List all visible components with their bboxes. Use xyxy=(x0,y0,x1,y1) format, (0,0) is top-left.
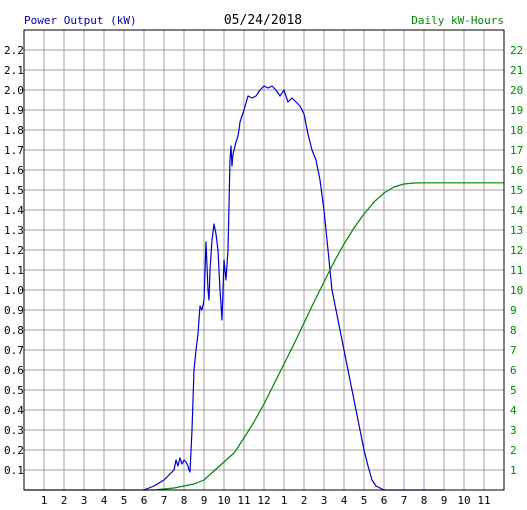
x-tick-label: 8 xyxy=(421,494,428,507)
left-tick-label: 1.0 xyxy=(4,284,24,297)
right-tick-label: 22 xyxy=(510,44,523,57)
left-tick-label: 0.6 xyxy=(4,364,24,377)
right-tick-label: 14 xyxy=(510,204,524,217)
right-tick-label: 1 xyxy=(510,464,517,477)
right-tick-label: 6 xyxy=(510,364,517,377)
right-tick-label: 15 xyxy=(510,184,523,197)
series-lines xyxy=(24,85,504,491)
x-tick-label: 6 xyxy=(381,494,388,507)
x-tick-label: 10 xyxy=(217,494,230,507)
right-tick-label: 9 xyxy=(510,304,517,317)
right-tick-label: 7 xyxy=(510,344,517,357)
right-tick-label: 5 xyxy=(510,384,517,397)
left-tick-label: 1.1 xyxy=(4,264,24,277)
left-tick-label: 1.5 xyxy=(4,184,24,197)
right-tick-label: 13 xyxy=(510,224,523,237)
right-tick-label: 17 xyxy=(510,144,523,157)
x-tick-label: 2 xyxy=(301,494,308,507)
x-tick-label: 1 xyxy=(41,494,48,507)
x-tick-label: 7 xyxy=(161,494,168,507)
left-tick-label: 0.2 xyxy=(4,444,24,457)
right-tick-label: 12 xyxy=(510,244,523,257)
left-tick-label: 2.0 xyxy=(4,84,24,97)
left-tick-label: 2.1 xyxy=(4,64,24,77)
left-tick-label: 0.4 xyxy=(4,404,24,417)
right-tick-label: 3 xyxy=(510,424,517,437)
x-tick-label: 3 xyxy=(81,494,88,507)
x-tick-label: 2 xyxy=(61,494,68,507)
x-axis-ticks: 1 2 3 4 5 6 7 8 9 10 11 12 1 2 3 4 5 6 7 8 9 10 11 xyxy=(41,494,491,507)
left-tick-label: 0.9 xyxy=(4,304,24,317)
x-tick-label: 4 xyxy=(341,494,348,507)
chart-title: 05/24/2018 xyxy=(224,13,302,28)
plot-frame xyxy=(23,29,505,491)
right-tick-label: 18 xyxy=(510,124,523,137)
left-tick-label: 0.3 xyxy=(4,424,24,437)
x-tick-label: 6 xyxy=(141,494,148,507)
left-tick-label: 1.9 xyxy=(4,104,24,117)
x-tick-label: 5 xyxy=(361,494,368,507)
x-tick-label: 7 xyxy=(401,494,408,507)
left-axis-label: Power Output (kW) xyxy=(24,14,137,27)
energy-line xyxy=(24,182,504,491)
right-axis-label: Daily kW-Hours xyxy=(411,14,504,27)
right-tick-label: 19 xyxy=(510,104,523,117)
left-tick-label: 1.3 xyxy=(4,224,24,237)
left-tick-label: 2.2 xyxy=(4,44,24,57)
x-tick-label: 1 xyxy=(281,494,288,507)
x-tick-label: 8 xyxy=(181,494,188,507)
x-tick-label: 11 xyxy=(477,494,490,507)
left-tick-label: 0.8 xyxy=(4,324,24,337)
left-tick-label: 1.4 xyxy=(4,204,24,217)
right-tick-label: 10 xyxy=(510,284,523,297)
right-tick-label: 16 xyxy=(510,164,523,177)
x-tick-label: 12 xyxy=(257,494,270,507)
x-tick-label: 3 xyxy=(321,494,328,507)
x-tick-label: 11 xyxy=(237,494,250,507)
left-tick-label: 0.1 xyxy=(4,464,24,477)
x-tick-label: 5 xyxy=(121,494,128,507)
right-tick-label: 11 xyxy=(510,264,523,277)
right-tick-label: 20 xyxy=(510,84,523,97)
x-tick-label: 9 xyxy=(441,494,448,507)
left-tick-label: 0.7 xyxy=(4,344,24,357)
left-tick-label: 1.6 xyxy=(4,164,24,177)
right-tick-label: 4 xyxy=(510,404,517,417)
left-tick-label: 0.5 xyxy=(4,384,24,397)
left-tick-label: 1.2 xyxy=(4,244,24,257)
x-tick-label: 4 xyxy=(101,494,108,507)
right-tick-label: 8 xyxy=(510,324,517,337)
right-tick-label: 21 xyxy=(510,64,523,77)
x-tick-label: 9 xyxy=(201,494,208,507)
left-tick-label: 1.7 xyxy=(4,144,24,157)
left-tick-label: 1.8 xyxy=(4,124,24,137)
left-axis-ticks: 0.1 0.2 0.3 0.4 0.5 0.6 0.7 0.8 0.9 1.0 1.1 1.2 1.3 1… xyxy=(4,44,24,477)
x-tick-label: 10 xyxy=(457,494,470,507)
power-line xyxy=(143,85,444,491)
right-tick-label: 2 xyxy=(510,444,517,457)
